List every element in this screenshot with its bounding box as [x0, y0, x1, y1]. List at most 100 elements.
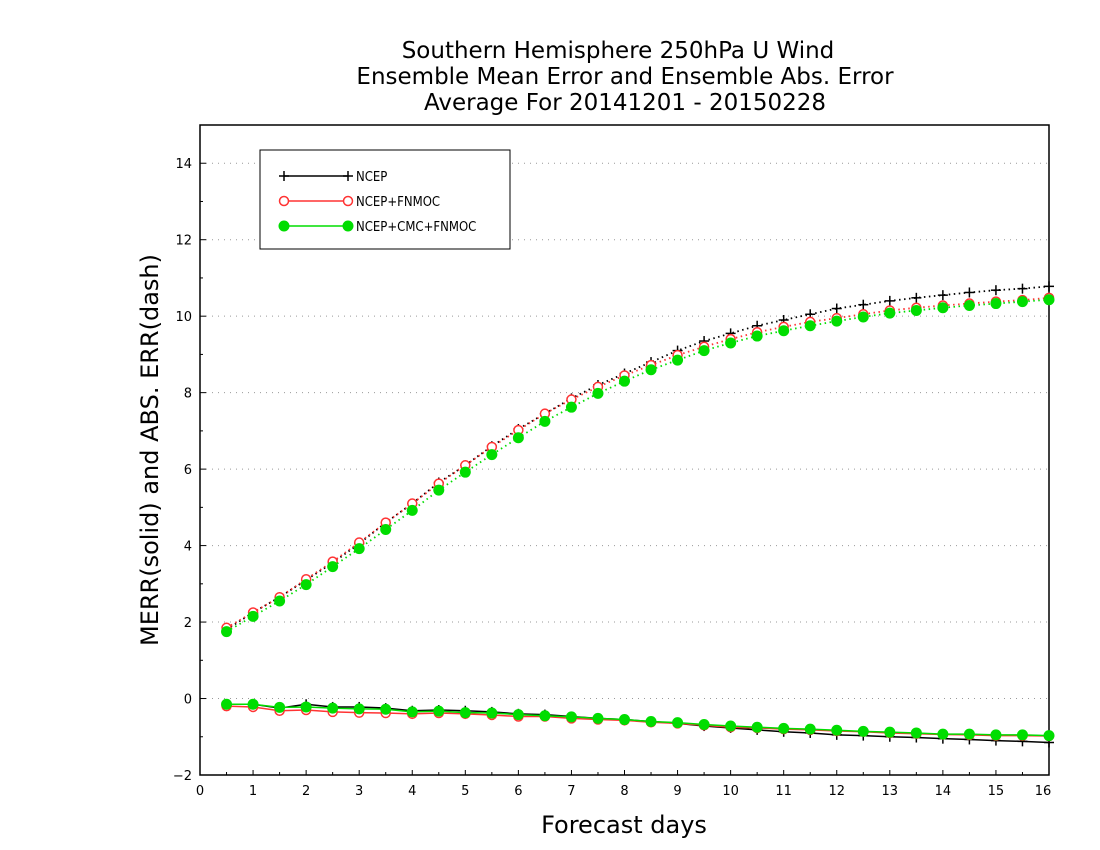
series-2-merr-point-21	[778, 722, 790, 734]
y-tick-label-4: 6	[184, 463, 192, 478]
series-0-merr-line	[226, 703, 1050, 744]
legend-label-0: NCEP	[356, 170, 387, 185]
x-tick-label-9: 9	[673, 784, 681, 799]
series-2-abs-err-point-12	[539, 415, 551, 427]
series-2-abs-err-point-6	[380, 524, 392, 536]
chart-title: Southern Hemisphere 250hPa U Wind Ensemb…	[356, 38, 894, 116]
series-2-merr-point-15	[619, 714, 630, 726]
series-0-abs-err-point-23	[831, 303, 842, 314]
y-axis: −2 0 2 4 6 8 10 12 14	[173, 157, 206, 784]
legend-label-1: NCEP+FNMOC	[356, 195, 440, 210]
legend-marker-left-2	[278, 220, 290, 232]
series-0-abs-err-point-31	[1044, 281, 1054, 292]
series-2-merr-point-27	[937, 728, 949, 740]
legend-marker-right-1	[342, 195, 354, 207]
y-tick-label-1: 0	[184, 693, 192, 708]
series-2-abs-err-point-27	[937, 302, 949, 314]
series-2-merr-point-6	[380, 703, 392, 715]
series-2-abs-err-point-5	[353, 543, 365, 555]
legend: NCEP NCEP+FNMOC NCEP+CMC+FNMOC	[259, 149, 511, 250]
series-2-abs-err-point-31	[1043, 294, 1055, 306]
legend-label-2: NCEP+CMC+FNMOC	[356, 220, 476, 235]
series-2-merr-point-17	[672, 717, 684, 729]
series-2-abs-err-point-7	[406, 504, 418, 516]
y-axis-label: MERR(solid) and ABS. ERR(dash)	[136, 254, 164, 646]
x-tick-label-4: 4	[408, 784, 416, 799]
x-tick-label-12: 12	[828, 784, 845, 799]
y-tick-label-2: 2	[184, 616, 192, 631]
series-2-merr-point-23	[831, 724, 843, 736]
series-2-merr-point-19	[725, 720, 737, 732]
series-2-abs-err-point-1	[247, 610, 259, 622]
series-2-merr-point-10	[486, 707, 498, 719]
series-2-abs-err-point-30	[1016, 296, 1028, 308]
series-2-merr-point-16	[645, 715, 657, 727]
series-2-merr-point-25	[884, 726, 896, 738]
series-2-merr-point-2	[274, 701, 286, 713]
series-2-merr-point-20	[751, 721, 763, 733]
title-line-3: Average For 20141201 - 20150228	[424, 90, 826, 116]
y-tick-label-7: 12	[175, 234, 192, 249]
legend-marker-left-0	[279, 171, 289, 181]
legend-item-0: NCEP	[279, 170, 387, 185]
series-2-abs-err-point-4	[327, 561, 339, 573]
legend-marker-right-2	[342, 220, 354, 232]
series-2-merr-point-8	[433, 705, 445, 717]
series-0-abs-err-point-30	[1017, 283, 1028, 294]
y-tick-label-3: 4	[184, 540, 192, 555]
series-2-abs-err-point-15	[619, 375, 630, 387]
x-tick-label-6: 6	[514, 784, 522, 799]
x-tick-label-2: 2	[302, 784, 310, 799]
series-2-abs-err-point-23	[831, 315, 843, 327]
y-tick-label-0: −2	[173, 769, 192, 784]
series-2-abs-err-point-22	[804, 320, 816, 332]
series-2-merr-point-14	[592, 712, 604, 724]
series-1	[221, 292, 1055, 742]
series-2-merr-point-30	[1016, 729, 1028, 741]
x-tick-label-14: 14	[935, 784, 952, 799]
series-2-merr-point-29	[990, 729, 1002, 741]
x-tick-label-11: 11	[775, 784, 792, 799]
series-2-abs-err-point-21	[778, 325, 790, 337]
legend-marker-right-0	[343, 171, 353, 181]
series-2-abs-err-point-19	[725, 337, 737, 349]
y-tick-label-5: 8	[184, 387, 192, 402]
x-tick-label-0: 0	[196, 784, 204, 799]
series-layer	[221, 281, 1055, 748]
series-2-merr-point-7	[406, 706, 418, 718]
series-2-abs-err-point-20	[751, 330, 763, 342]
series-2-merr-point-1	[247, 698, 259, 710]
x-axis-label: Forecast days	[541, 811, 707, 839]
series-2-abs-err-point-14	[592, 387, 604, 399]
series-2-merr-line	[226, 703, 1050, 737]
y-tick-label-8: 14	[175, 157, 192, 172]
series-2-abs-err-point-29	[990, 298, 1002, 310]
legend-item-1: NCEP+FNMOC	[278, 195, 440, 210]
x-tick-label-16: 16	[1035, 784, 1052, 799]
series-2-abs-err-point-17	[672, 354, 684, 366]
x-tick-label-1: 1	[249, 784, 257, 799]
series-2-merr-point-11	[512, 709, 524, 721]
series-2-abs-err-point-13	[565, 401, 577, 413]
series-2-merr-point-31	[1043, 730, 1055, 742]
grid	[200, 162, 1049, 776]
series-2-abs-err-point-24	[857, 311, 869, 323]
series-2	[221, 294, 1055, 742]
series-2-merr-point-18	[698, 719, 710, 731]
title-line-1: Southern Hemisphere 250hPa U Wind	[402, 38, 835, 64]
series-2-merr-point-3	[300, 701, 312, 713]
series-0-abs-err-point-24	[858, 299, 869, 310]
legend-marker-left-1	[278, 195, 290, 207]
series-2-merr-point-26	[910, 727, 922, 739]
series-2-abs-err-point-25	[884, 307, 896, 319]
series-2-merr-point-4	[327, 702, 339, 714]
series-2-abs-err-point-8	[433, 484, 445, 496]
series-2-abs-err-point-28	[963, 299, 975, 311]
series-0-abs-err-point-26	[911, 292, 922, 303]
x-tick-label-15: 15	[988, 784, 1005, 799]
series-1-abs-err-line	[226, 296, 1050, 629]
series-0-abs-err-line	[226, 285, 1050, 631]
series-0-abs-err-point-29	[990, 285, 1001, 296]
series-0-abs-err-point-28	[964, 287, 975, 298]
